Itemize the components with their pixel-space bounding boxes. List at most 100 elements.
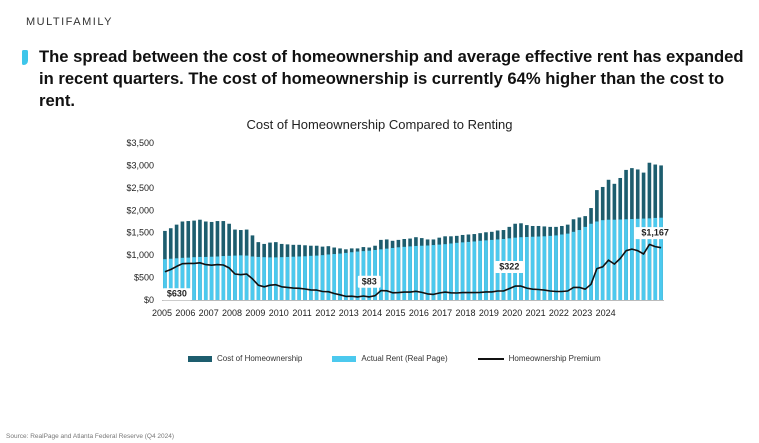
rent-bar — [659, 217, 663, 300]
rent-bar — [565, 233, 570, 300]
rent-bar — [198, 256, 202, 300]
legend-label-cost: Cost of Homeownership — [217, 354, 303, 363]
rent-bar — [344, 252, 348, 300]
x-tick-label: 2014 — [362, 308, 382, 318]
rent-bar — [221, 256, 226, 300]
x-tick-label: 2010 — [269, 308, 289, 318]
chart-title: Cost of Homeownership Compared to Rentin… — [246, 117, 513, 132]
rent-bar — [589, 223, 593, 300]
rent-bar — [478, 240, 482, 300]
rent-bar — [244, 255, 249, 300]
rent-bar — [414, 245, 418, 300]
rent-bar — [449, 243, 453, 300]
y-tick-label: $1,500 — [126, 228, 154, 238]
legend-item-cost: Cost of Homeownership — [188, 354, 302, 363]
x-tick-label: 2008 — [222, 308, 242, 318]
rent-bar — [209, 256, 214, 300]
rent-bar — [203, 256, 208, 300]
x-tick-label: 2017 — [432, 308, 452, 318]
data-label-box — [635, 227, 675, 240]
rent-bar — [233, 255, 237, 300]
legend-item-premium: Homeownership Premium — [477, 354, 601, 363]
rent-bar — [548, 235, 552, 300]
legend-swatch-cost-icon — [188, 355, 212, 362]
x-tick-label: 2021 — [526, 308, 546, 318]
rent-bar — [571, 231, 576, 300]
rent-bar — [215, 256, 220, 300]
rent-bar — [174, 258, 179, 300]
premium-line — [164, 243, 662, 298]
rent-bar — [390, 247, 395, 300]
y-tick-label: $2,000 — [126, 205, 154, 215]
rent-bar — [320, 255, 325, 300]
rent-bar — [349, 252, 354, 300]
y-tick-label: $500 — [134, 273, 154, 283]
rent-bar — [460, 242, 465, 300]
rent-bar — [437, 244, 442, 300]
x-tick-label: 2009 — [245, 308, 265, 318]
legend-item-rent: Actual Rent (Real Page) — [332, 354, 448, 363]
legend-swatch-premium-icon — [477, 357, 504, 360]
rent-bar — [600, 220, 605, 300]
x-tick-label: 2013 — [339, 308, 359, 318]
section-label: MULTIFAMILY — [26, 16, 113, 28]
rent-bar — [279, 257, 284, 300]
rent-bar — [332, 254, 337, 300]
rent-bar — [630, 219, 634, 300]
x-tick-label: 2012 — [315, 308, 335, 318]
rent-bar — [489, 239, 494, 300]
legend-label-premium: Homeownership Premium — [508, 354, 601, 363]
rent-bar — [577, 230, 582, 300]
y-tick-label: $1,000 — [126, 250, 154, 260]
rent-bar — [227, 255, 231, 300]
data-label: $1,167 — [641, 228, 669, 238]
data-label: $83 — [362, 276, 377, 286]
rent-bar — [186, 257, 191, 300]
rent-bar — [612, 219, 617, 300]
rent-bar — [285, 256, 290, 300]
x-tick-label: 2024 — [596, 308, 616, 318]
rent-bar — [466, 241, 471, 300]
rent-bar — [635, 218, 640, 300]
rent-bar — [419, 245, 424, 300]
rent-bar — [583, 226, 588, 300]
y-tick-label: $2,500 — [126, 183, 154, 193]
source-note: Source: RealPage and Atlanta Federal Res… — [6, 433, 175, 440]
x-tick-label: 2006 — [175, 308, 195, 318]
legend-swatch-rent-icon — [332, 355, 357, 362]
rent-bar — [384, 248, 389, 300]
rent-bar — [192, 257, 196, 300]
rent-bar — [379, 249, 383, 300]
rent-bar — [355, 251, 360, 300]
rent-bar — [373, 249, 377, 300]
rent-bar — [367, 250, 372, 300]
chart-legend: Cost of Homeownership Actual Rent (Real … — [188, 354, 601, 363]
rent-bar — [361, 251, 366, 300]
data-label-box — [357, 275, 381, 288]
x-tick-label: 2015 — [385, 308, 405, 318]
rent-bar — [168, 258, 173, 300]
x-tick-label: 2019 — [479, 308, 499, 318]
x-tick-label: 2005 — [152, 308, 172, 318]
rent-bar — [338, 253, 342, 300]
rent-bar — [238, 255, 243, 300]
x-tick-label: 2018 — [456, 308, 476, 318]
data-label-box — [495, 261, 524, 274]
rent-bar — [408, 246, 412, 300]
y-tick-label: $3,000 — [126, 160, 154, 170]
y-tick-label: $0 — [144, 295, 154, 305]
headline-text: The spread between the cost of homeowner… — [39, 47, 744, 110]
legend-label-rent: Actual Rent (Real Page) — [361, 354, 448, 363]
rent-bar — [326, 254, 331, 300]
rent-bar — [425, 245, 430, 300]
rent-bar — [396, 247, 401, 300]
rent-bar — [431, 245, 436, 300]
x-tick-label: 2007 — [199, 308, 219, 318]
rent-bar — [268, 257, 272, 300]
rent-bar — [262, 257, 266, 300]
rent-bar — [647, 218, 652, 300]
rent-bar — [641, 218, 646, 300]
x-tick-label: 2022 — [549, 308, 569, 318]
rent-bar — [560, 234, 564, 300]
rent-bar — [297, 256, 301, 300]
